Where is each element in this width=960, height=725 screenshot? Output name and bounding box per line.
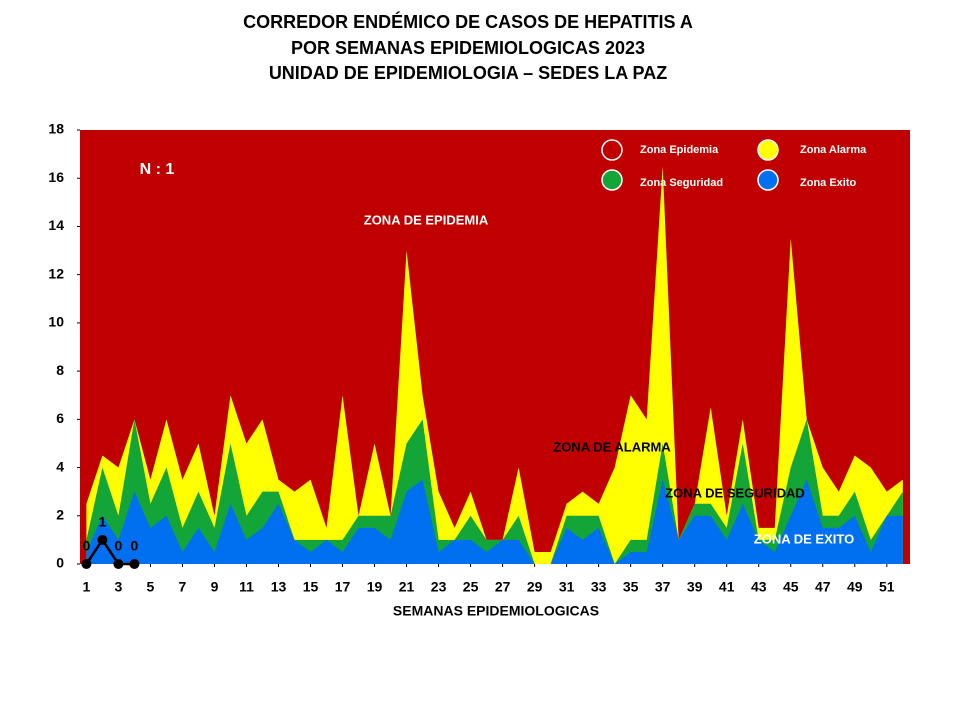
x-tick-label: 37: [655, 579, 671, 595]
x-tick-label: 19: [367, 579, 383, 595]
x-tick-label: 49: [847, 579, 863, 595]
legend-marker: [601, 139, 623, 161]
x-tick-label: 31: [559, 579, 575, 595]
y-tick-label: 0: [56, 555, 64, 571]
annotation: ZONA DE EPIDEMIA: [364, 212, 489, 227]
x-tick-label: 43: [751, 579, 767, 595]
chart-title: CORREDOR ENDÉMICO DE CASOS DE HEPATITIS …: [243, 11, 693, 32]
x-tick-label: 11: [239, 579, 254, 595]
x-tick-label: 35: [623, 579, 639, 595]
y-tick-label: 4: [56, 458, 64, 474]
x-tick-label: 3: [115, 579, 123, 595]
x-tick-label: 5: [147, 579, 155, 595]
case-label: 0: [115, 538, 123, 554]
legend-marker: [601, 169, 623, 191]
x-tick-label: 1: [83, 579, 91, 595]
x-tick-label: 45: [783, 579, 799, 595]
case-label: 1: [99, 514, 107, 530]
y-tick-label: 10: [48, 314, 64, 330]
case-label: 0: [83, 538, 91, 554]
annotation: N : 1: [140, 161, 175, 178]
cases-line: [85, 537, 135, 566]
y-tick-label: 16: [48, 169, 64, 185]
chart-title: POR SEMANAS EPIDEMIOLOGICAS 2023: [291, 38, 645, 58]
legend-marker: [757, 139, 779, 161]
x-tick-label: 29: [527, 579, 543, 595]
y-tick-label: 2: [56, 506, 64, 522]
x-axis-label: SEMANAS EPIDEMIOLOGICAS: [393, 603, 599, 619]
case-label: 0: [131, 538, 139, 554]
y-tick-label: 12: [48, 265, 64, 281]
x-tick-label: 33: [591, 579, 607, 595]
annotation: ZONA DE SEGURIDAD: [665, 485, 805, 500]
y-tick-label: 18: [48, 121, 64, 137]
legend-label: Zona Alarma: [800, 144, 867, 156]
x-tick-label: 41: [719, 579, 735, 595]
x-tick-label: 9: [211, 579, 219, 595]
case-point: [81, 559, 92, 569]
x-tick-label: 51: [879, 579, 895, 595]
x-tick-label: 15: [303, 579, 319, 595]
annotation: ZONA DE ALARMA: [553, 439, 671, 454]
zone-area: [86, 479, 903, 564]
y-tick-label: 8: [56, 362, 64, 378]
legend-label: Zona Exito: [800, 177, 857, 189]
case-point: [129, 559, 140, 569]
case-point: [97, 534, 108, 545]
y-tick-label: 6: [56, 410, 64, 426]
case-point: [113, 559, 124, 569]
y-tick-label: 14: [48, 217, 64, 233]
x-tick-label: 23: [431, 579, 447, 595]
legend-label: Zona Seguridad: [640, 177, 723, 189]
x-tick-label: 39: [687, 579, 703, 595]
legend-label: Zona Epidemia: [640, 144, 719, 156]
chart-title: UNIDAD DE EPIDEMIOLOGIA – SEDES LA PAZ: [269, 63, 667, 83]
x-tick-label: 25: [463, 579, 479, 595]
annotation: ZONA DE EXITO: [754, 531, 854, 546]
x-tick-label: 17: [335, 579, 351, 595]
legend-marker: [757, 169, 779, 191]
x-tick-label: 47: [815, 579, 831, 595]
x-tick-label: 7: [179, 579, 187, 595]
x-tick-label: 27: [495, 579, 511, 595]
x-tick-label: 21: [399, 579, 415, 595]
x-tick-label: 13: [271, 579, 287, 595]
